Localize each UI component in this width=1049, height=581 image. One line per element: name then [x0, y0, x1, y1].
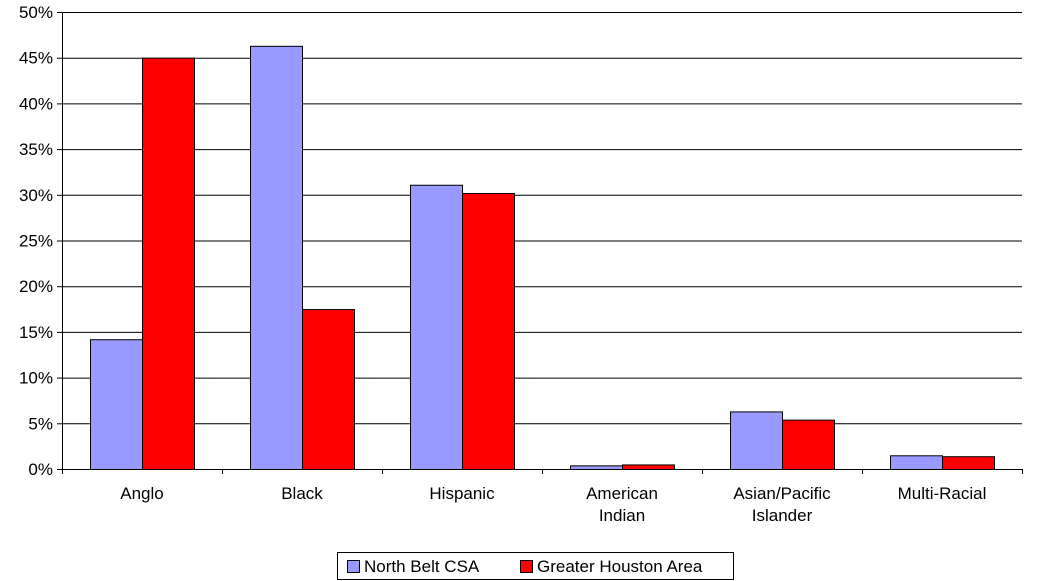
x-category-label: Islander [752, 506, 813, 525]
x-category-label: Black [281, 484, 323, 503]
y-tick-label: 30% [19, 186, 53, 205]
y-tick-label: 50% [19, 3, 53, 22]
x-category-label: Asian/Pacific [733, 484, 831, 503]
y-tick-label: 35% [19, 140, 53, 159]
x-category-label: Anglo [120, 484, 163, 503]
y-tick-label: 5% [28, 414, 53, 433]
bar-north-belt-csa [90, 339, 143, 470]
legend-box [337, 552, 734, 580]
y-tick-label: 0% [28, 460, 53, 479]
bar-north-belt-csa [250, 45, 303, 471]
y-tick-labels: 0% 5% 10% 15% 20% 25% 30% 35% 40% 45% 50% [19, 3, 53, 479]
legend-swatch [520, 560, 533, 573]
bar-greater-houston-area [942, 456, 995, 471]
y-tick-label: 45% [19, 49, 53, 68]
bar-greater-houston-area [142, 57, 195, 470]
axes [57, 12, 1023, 474]
y-tick-label: 15% [19, 323, 53, 342]
gridlines [62, 12, 1022, 425]
x-category-label: Indian [599, 506, 645, 525]
x-category-label: Hispanic [429, 484, 495, 503]
y-tick-label: 25% [19, 232, 53, 251]
bars [90, 45, 995, 471]
bar-north-belt-csa [410, 184, 463, 470]
legend-label: Greater Houston Area [537, 557, 703, 576]
bar-greater-houston-area [302, 309, 355, 470]
bar-greater-houston-area [782, 419, 835, 471]
legend-label: North Belt CSA [364, 557, 480, 576]
bar-greater-houston-area [462, 192, 515, 471]
x-category-label: American [586, 484, 658, 503]
y-tick-label: 20% [19, 277, 53, 296]
bar-north-belt-csa [730, 411, 783, 470]
legend-swatch [347, 560, 360, 573]
y-tick-label: 40% [19, 94, 53, 113]
bar-greater-houston-area [622, 464, 675, 470]
x-category-label: Multi-Racial [898, 484, 987, 503]
y-tick-label: 10% [19, 369, 53, 388]
bar-north-belt-csa [570, 465, 623, 470]
x-category-labels: Anglo Black Hispanic American Indian Asian/Pa… [120, 484, 986, 525]
legend: North Belt CSA Greater Houston Area [337, 552, 734, 580]
bar-north-belt-csa [890, 455, 943, 471]
